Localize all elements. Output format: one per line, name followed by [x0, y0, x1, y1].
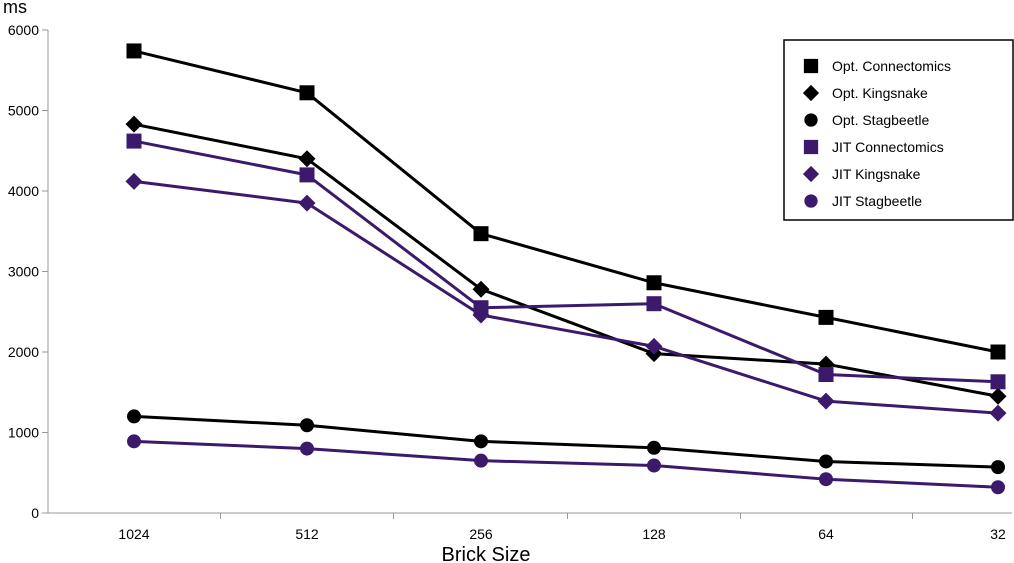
legend-label: JIT Stagbeetle — [832, 193, 922, 209]
data-point-opt-stagbeetle — [127, 409, 141, 424]
data-point-jit-kingsnake — [298, 194, 316, 212]
series-line-jit-connectomics — [133, 139, 999, 384]
series-opt-stagbeetle — [127, 409, 1005, 475]
data-point-opt-connectomics — [818, 309, 834, 325]
series-jit-kingsnake — [125, 172, 1007, 422]
data-point-opt-connectomics — [473, 226, 489, 242]
y-tick-label: 1000 — [8, 425, 39, 441]
y-tick-label: 0 — [31, 505, 39, 521]
legend-marker-jit-stagbeetle — [804, 194, 818, 208]
data-point-opt-stagbeetle — [819, 454, 833, 469]
data-point-jit-kingsnake — [817, 392, 835, 410]
data-point-jit-connectomics — [299, 167, 315, 183]
x-tick-label: 64 — [818, 526, 834, 542]
series-line-opt-kingsnake — [133, 122, 999, 398]
series-line-jit-kingsnake — [133, 179, 999, 415]
data-point-jit-connectomics — [646, 296, 662, 312]
series-jit-connectomics — [126, 133, 1006, 390]
data-point-opt-kingsnake — [989, 387, 1007, 405]
legend-label: Opt. Stagbeetle — [832, 112, 930, 128]
data-point-jit-stagbeetle — [474, 453, 488, 468]
legend-marker-opt-connectomics — [803, 58, 819, 74]
data-point-jit-stagbeetle — [127, 434, 141, 449]
y-tick-label: 5000 — [8, 103, 39, 119]
data-point-jit-kingsnake — [125, 172, 143, 190]
data-point-jit-stagbeetle — [647, 458, 661, 473]
series-layer — [125, 43, 1007, 495]
series-line-opt-stagbeetle — [133, 414, 999, 469]
data-point-opt-stagbeetle — [474, 434, 488, 449]
data-point-opt-stagbeetle — [991, 460, 1005, 475]
data-point-jit-connectomics — [818, 367, 834, 383]
legend-label: JIT Connectomics — [832, 139, 944, 155]
legend: Opt. Connectomics Opt. Kingsnake Opt. Stag… — [783, 39, 1014, 221]
data-point-opt-kingsnake — [125, 115, 143, 133]
y-tick-label: 4000 — [8, 183, 39, 199]
data-point-opt-kingsnake — [472, 280, 490, 298]
data-point-opt-stagbeetle — [300, 418, 314, 433]
data-point-jit-stagbeetle — [991, 480, 1005, 495]
y-tick-label: 2000 — [8, 344, 39, 360]
data-point-jit-kingsnake — [989, 404, 1007, 422]
data-point-opt-kingsnake — [298, 150, 316, 168]
data-point-opt-connectomics — [646, 275, 662, 291]
legend-box — [783, 39, 1014, 221]
y-tick-label: 6000 — [8, 22, 39, 38]
data-point-jit-kingsnake — [645, 337, 663, 355]
legend-label: Opt. Kingsnake — [832, 85, 928, 101]
x-tick-label: 128 — [642, 526, 666, 542]
data-point-jit-connectomics — [126, 133, 142, 149]
data-point-jit-stagbeetle — [819, 472, 833, 487]
x-tick-label: 256 — [469, 526, 493, 542]
legend-marker-jit-kingsnake — [802, 165, 820, 183]
data-point-jit-kingsnake — [472, 306, 490, 324]
series-line-jit-stagbeetle — [133, 439, 999, 489]
data-point-opt-connectomics — [126, 43, 142, 59]
series-jit-stagbeetle — [127, 434, 1005, 495]
x-axis-title: Brick Size — [442, 544, 531, 563]
legend-marker-opt-stagbeetle — [804, 113, 818, 127]
legend-marker-jit-connectomics — [803, 139, 819, 155]
x-tick-label: 1024 — [118, 526, 149, 542]
x-tick-label: 32 — [990, 526, 1006, 542]
data-point-opt-stagbeetle — [647, 440, 661, 455]
y-axis-title: ms — [3, 0, 27, 17]
legend-label: JIT Kingsnake — [832, 166, 921, 182]
data-point-jit-connectomics — [990, 374, 1006, 390]
y-tick-label: 3000 — [8, 264, 39, 280]
series-line-opt-connectomics — [133, 49, 999, 354]
legend-label: Opt. Connectomics — [832, 58, 951, 74]
series-opt-connectomics — [126, 43, 1006, 360]
data-point-jit-stagbeetle — [300, 441, 314, 456]
axes: 0 1000 2000 3000 4000 5000 6000 1024 512 256 128 64… — [3, 0, 1012, 563]
data-point-opt-connectomics — [990, 344, 1006, 360]
legend-marker-opt-kingsnake — [802, 84, 820, 102]
x-tick-label: 512 — [295, 526, 319, 542]
data-point-opt-connectomics — [299, 85, 315, 101]
